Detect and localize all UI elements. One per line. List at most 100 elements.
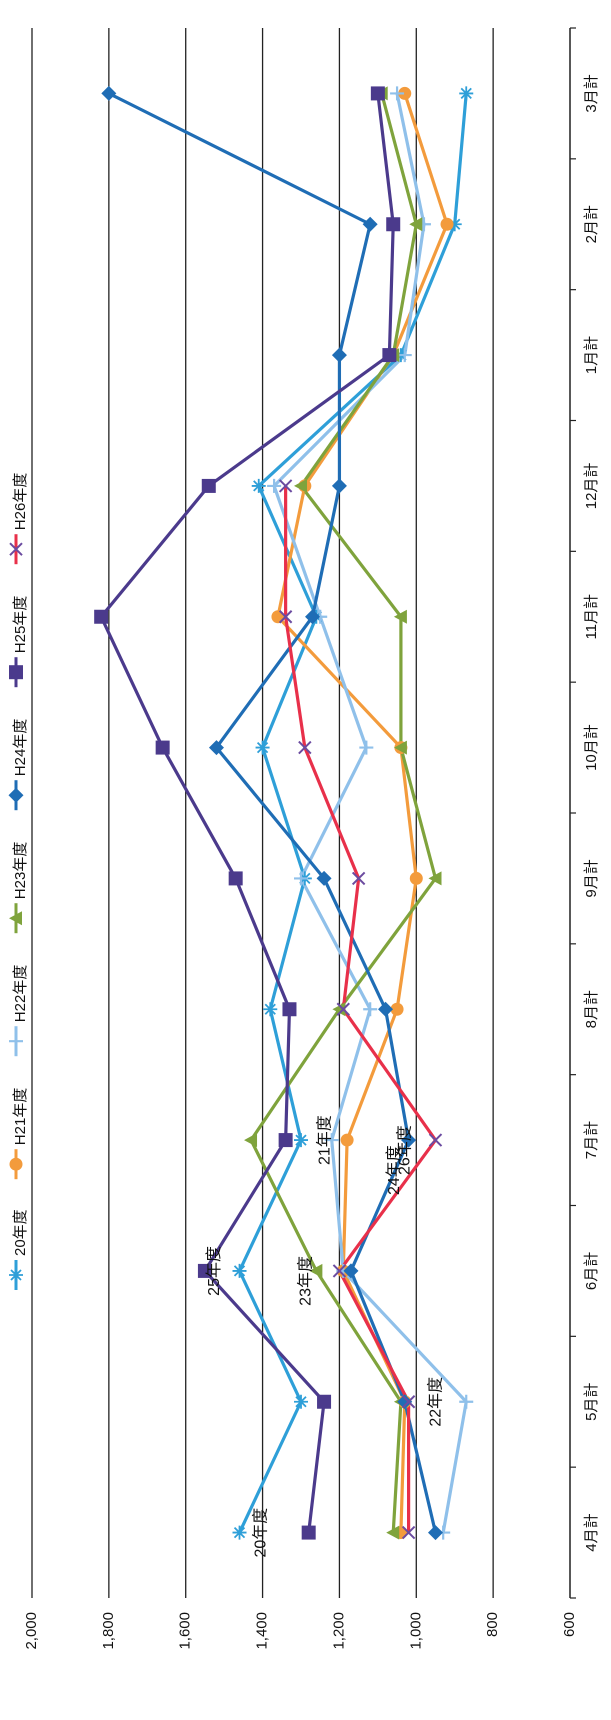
x-tick-label: 9月計 — [583, 859, 600, 897]
legend-label: H21年度 — [12, 1088, 29, 1146]
annotation-label: 26年度 — [396, 1125, 414, 1175]
data-point — [398, 86, 412, 100]
x-tick-label: 7月計 — [583, 1121, 600, 1159]
series-line — [107, 91, 438, 1535]
legend-label: H24年度 — [12, 719, 29, 777]
data-point — [332, 1264, 347, 1278]
data-point — [401, 1132, 417, 1148]
annotation-label: 24年度 — [385, 1145, 403, 1195]
data-point — [370, 86, 385, 101]
data-point — [301, 1525, 316, 1540]
data-point — [232, 1263, 247, 1278]
data-point — [393, 740, 407, 755]
data-point — [409, 217, 423, 232]
data-point — [386, 217, 401, 232]
series-markers — [94, 85, 474, 1541]
data-point — [197, 1263, 212, 1278]
legend-marker — [9, 1268, 23, 1282]
data-point — [382, 348, 397, 363]
data-point — [340, 1133, 354, 1147]
data-point — [331, 478, 347, 494]
annotation-label: 25年度 — [205, 1246, 223, 1296]
series-line — [272, 91, 468, 1535]
x-tick-label: 11月計 — [583, 594, 600, 640]
data-point — [294, 1133, 308, 1148]
y-tick-label: 800 — [484, 1612, 501, 1637]
data-point — [255, 740, 270, 755]
data-point — [459, 1394, 474, 1409]
gridlines — [31, 28, 571, 1598]
x-tick-label: 1月計 — [583, 336, 600, 374]
data-point — [278, 610, 293, 624]
data-point — [351, 871, 366, 886]
data-point — [208, 740, 224, 756]
data-point — [440, 217, 454, 231]
data-point — [362, 216, 378, 232]
data-point — [390, 1002, 404, 1016]
data-point — [267, 478, 282, 493]
data-point — [263, 1002, 278, 1017]
legend-marker — [9, 665, 23, 680]
legend-label: H25年度 — [12, 596, 29, 654]
legend-marker — [9, 911, 22, 926]
legend-label: H26年度 — [12, 473, 29, 531]
data-point — [428, 1133, 443, 1147]
data-point — [101, 85, 117, 101]
data-point — [278, 1133, 293, 1148]
data-point — [409, 871, 423, 885]
series-line — [249, 91, 438, 1535]
data-point — [282, 1002, 297, 1017]
data-point — [317, 1394, 332, 1409]
data-point — [459, 86, 474, 101]
data-point — [305, 609, 321, 625]
series-line — [99, 91, 395, 1535]
data-point — [316, 870, 332, 886]
x-tick-label: 12月計 — [583, 463, 600, 510]
y-tick-label: 1,400 — [254, 1612, 271, 1650]
data-point — [155, 740, 170, 755]
x-tick-label: 4月計 — [583, 1513, 600, 1551]
data-point — [378, 1001, 394, 1017]
legend: 20年度 H21年度 H22年度 H23年度 H24年度 H25年度 H26年度 — [8, 473, 29, 1290]
axes: 600 800 1,000 1,200 1,400 1,600 1,800 2,000 4月計 5… — [23, 27, 600, 1650]
x-tick-label: 6月計 — [583, 1252, 600, 1290]
data-point — [294, 478, 307, 493]
legend-marker — [9, 1157, 23, 1171]
data-point — [251, 478, 266, 493]
data-point — [232, 1525, 247, 1540]
y-tick-label: 1,600 — [177, 1612, 194, 1650]
data-point — [332, 1002, 346, 1017]
y-tick-label: 1,800 — [100, 1612, 117, 1650]
data-point — [278, 479, 293, 493]
series-line — [276, 91, 449, 1535]
data-point — [359, 740, 374, 755]
x-tick-label: 5月計 — [583, 1383, 600, 1421]
data-point — [393, 609, 407, 624]
data-point — [294, 871, 308, 886]
data-point — [94, 609, 109, 624]
legend-label: H23年度 — [12, 842, 29, 900]
data-point — [386, 1525, 400, 1540]
data-point — [331, 347, 347, 363]
legend-marker — [9, 1034, 23, 1049]
data-point — [397, 348, 412, 363]
annotation-label: 22年度 — [426, 1377, 444, 1427]
data-point — [447, 217, 462, 232]
data-point — [336, 1002, 350, 1016]
data-point — [228, 871, 243, 886]
legend-marker — [8, 787, 24, 803]
data-point — [428, 1525, 443, 1541]
legend-label: H22年度 — [12, 965, 29, 1023]
data-point — [298, 740, 312, 755]
series-lines — [99, 91, 468, 1535]
y-tick-label: 600 — [561, 1612, 578, 1637]
series-line — [237, 91, 468, 1535]
x-tick-label: 2月計 — [583, 205, 600, 243]
data-point — [343, 1263, 359, 1279]
legend-marker — [9, 542, 23, 556]
data-point — [390, 86, 405, 101]
data-point — [201, 478, 216, 493]
x-tick-label: 8月計 — [583, 990, 600, 1028]
